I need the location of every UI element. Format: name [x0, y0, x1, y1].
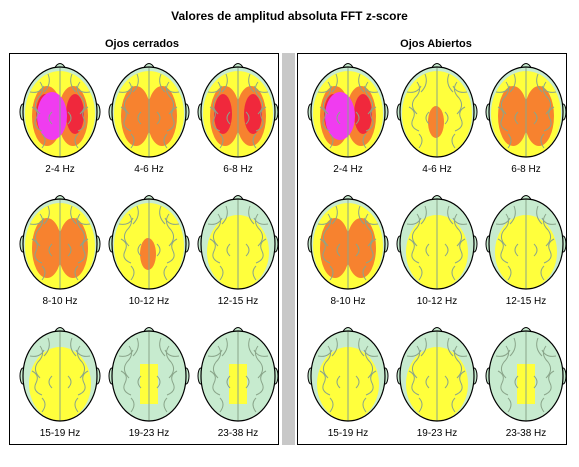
frequency-band-label: 10-12 Hz [128, 296, 170, 307]
frequency-band-label: 6-8 Hz [511, 164, 541, 175]
frequency-band-label: 15-19 Hz [327, 428, 369, 439]
frequency-band-label: 19-23 Hz [416, 428, 458, 439]
topomap-open-8: 19-23 Hz [393, 322, 481, 439]
topomap-open-9: 23-38 Hz [482, 322, 570, 439]
frequency-band-label: 23-38 Hz [217, 428, 259, 439]
topomap-closed-8: 19-23 Hz [105, 322, 193, 439]
topomap-open-4: 8-10 Hz [304, 190, 392, 307]
head-map-icon [108, 63, 190, 158]
panel-divider [282, 53, 295, 445]
topomap-closed-7: 15-19 Hz [16, 322, 104, 439]
topomap-closed-4: 8-10 Hz [16, 190, 104, 307]
head-map-icon [197, 63, 279, 158]
panel-eyes-open: 2-4 Hz 4-6 Hz 6-8 Hz 8-10 Hz 10-12 Hz 12-15 H… [297, 53, 567, 445]
topomap-open-5: 10-12 Hz [393, 190, 481, 307]
panel-title-eyes-closed: Ojos cerrados [105, 38, 179, 50]
frequency-band-label: 4-6 Hz [422, 164, 452, 175]
panel-eyes-closed: 2-4 Hz 4-6 Hz 6-8 Hz 8-10 Hz 10-12 Hz 12-15 H… [9, 53, 279, 445]
head-map-icon [396, 327, 478, 422]
head-map-icon [485, 195, 567, 290]
head-map-icon [307, 63, 389, 158]
topomap-closed-5: 10-12 Hz [105, 190, 193, 307]
frequency-band-label: 8-10 Hz [330, 296, 366, 307]
topomap-open-2: 4-6 Hz [393, 58, 481, 175]
topomap-closed-1: 2-4 Hz [16, 58, 104, 175]
panel-title-eyes-open: Ojos Abiertos [400, 38, 472, 50]
topomap-closed-9: 23-38 Hz [194, 322, 282, 439]
frequency-band-label: 23-38 Hz [505, 428, 547, 439]
head-map-icon [108, 195, 190, 290]
head-map-icon [307, 195, 389, 290]
head-map-icon [19, 195, 101, 290]
head-map-icon [19, 63, 101, 158]
topomap-closed-2: 4-6 Hz [105, 58, 193, 175]
topomap-open-6: 12-15 Hz [482, 190, 570, 307]
topomap-closed-3: 6-8 Hz [194, 58, 282, 175]
topomap-open-3: 6-8 Hz [482, 58, 570, 175]
head-map-icon [197, 327, 279, 422]
head-map-icon [307, 327, 389, 422]
topomap-open-1: 2-4 Hz [304, 58, 392, 175]
frequency-band-label: 15-19 Hz [39, 428, 81, 439]
frequency-band-label: 19-23 Hz [128, 428, 170, 439]
head-map-icon [108, 327, 190, 422]
frequency-band-label: 8-10 Hz [42, 296, 78, 307]
head-map-icon [396, 63, 478, 158]
topomap-open-7: 15-19 Hz [304, 322, 392, 439]
head-map-icon [19, 327, 101, 422]
head-map-icon [485, 63, 567, 158]
frequency-band-label: 6-8 Hz [223, 164, 253, 175]
frequency-band-label: 12-15 Hz [217, 296, 259, 307]
frequency-band-label: 10-12 Hz [416, 296, 458, 307]
head-map-icon [197, 195, 279, 290]
frequency-band-label: 2-4 Hz [45, 164, 75, 175]
topomap-closed-6: 12-15 Hz [194, 190, 282, 307]
frequency-band-label: 12-15 Hz [505, 296, 547, 307]
frequency-band-label: 2-4 Hz [333, 164, 363, 175]
head-map-icon [485, 327, 567, 422]
figure-title: Valores de amplitud absoluta FFT z-score [171, 9, 408, 23]
head-map-icon [396, 195, 478, 290]
frequency-band-label: 4-6 Hz [134, 164, 164, 175]
